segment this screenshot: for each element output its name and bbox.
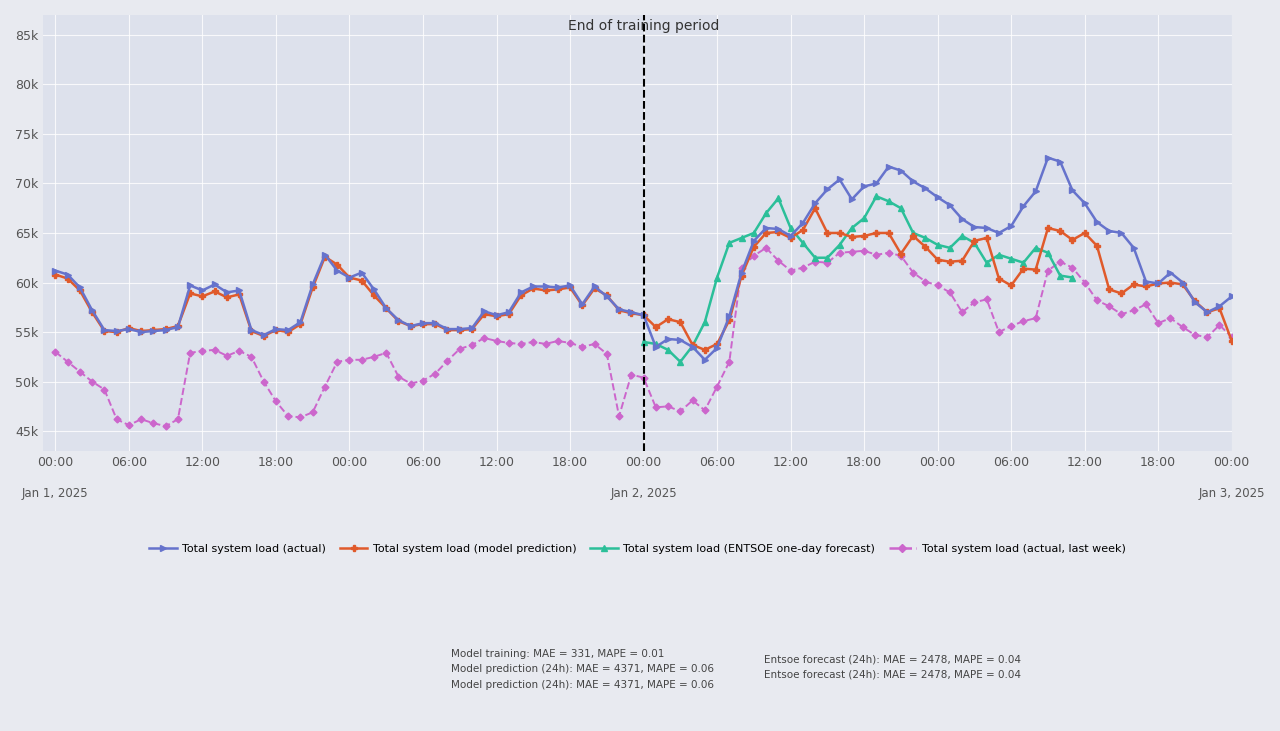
- Text: Model training: MAE = 331, MAPE = 0.01: Model training: MAE = 331, MAPE = 0.01: [451, 649, 664, 659]
- Text: Jan 3, 2025: Jan 3, 2025: [1198, 487, 1265, 500]
- Text: Model prediction (24h): MAE = 4371, MAPE = 0.06: Model prediction (24h): MAE = 4371, MAPE…: [451, 680, 713, 690]
- Text: Entsoe forecast (24h): MAE = 2478, MAPE = 0.04: Entsoe forecast (24h): MAE = 2478, MAPE …: [764, 654, 1021, 664]
- Text: Jan 1, 2025: Jan 1, 2025: [22, 487, 88, 500]
- Text: Model prediction (24h): MAE = 4371, MAPE = 0.06: Model prediction (24h): MAE = 4371, MAPE…: [451, 664, 713, 675]
- Legend: Total system load (actual), Total system load (model prediction), Total system l: Total system load (actual), Total system…: [145, 539, 1130, 558]
- Text: End of training period: End of training period: [568, 19, 719, 34]
- Text: Entsoe forecast (24h): MAE = 2478, MAPE = 0.04: Entsoe forecast (24h): MAE = 2478, MAPE …: [764, 670, 1021, 680]
- Text: Jan 2, 2025: Jan 2, 2025: [611, 487, 677, 500]
